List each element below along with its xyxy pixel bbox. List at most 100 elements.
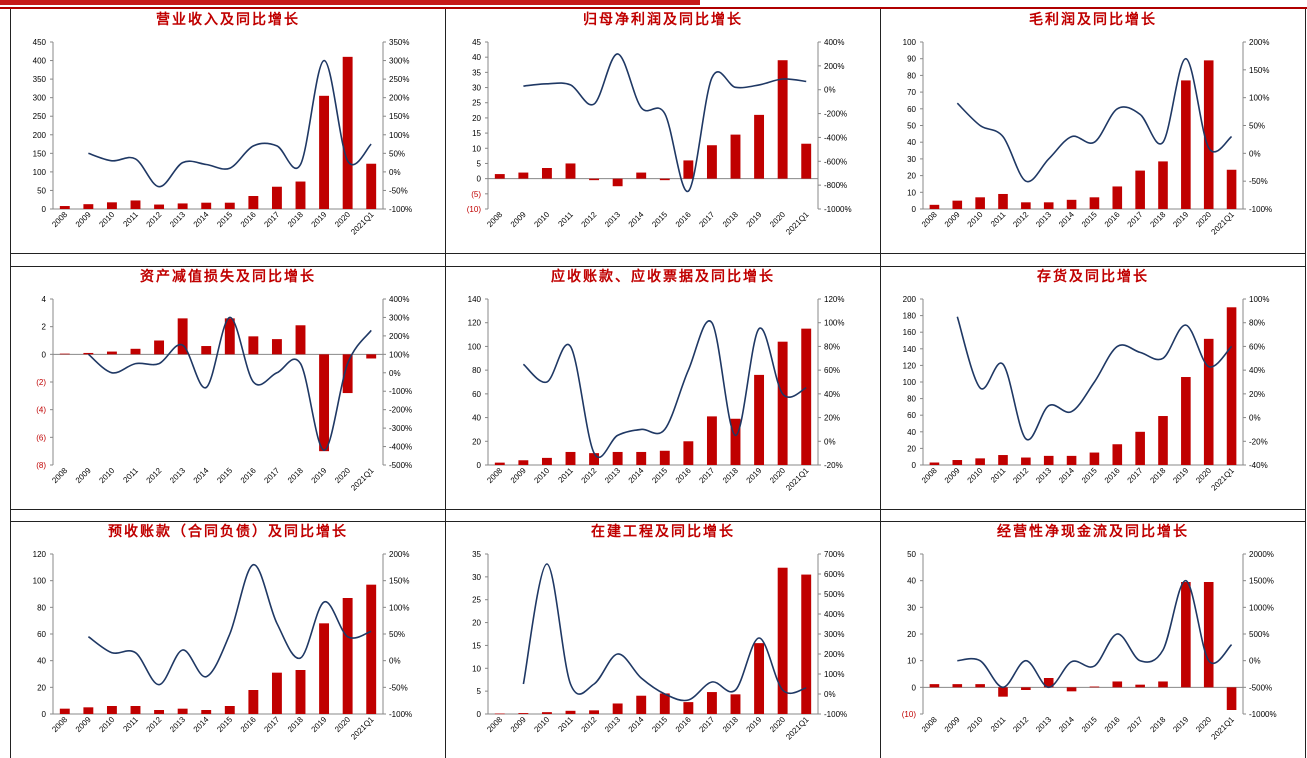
left-tick-label: 10 — [907, 657, 916, 666]
right-tick-label: 300% — [824, 630, 844, 639]
bar-2017 — [706, 145, 717, 179]
left-tick-label: 20 — [907, 630, 916, 639]
left-tick-label: 180 — [903, 312, 917, 321]
left-tick-label: 20 — [472, 437, 481, 446]
right-tick-label: -1000% — [1249, 710, 1277, 719]
category-label: 2019 — [745, 715, 764, 734]
bar-2016 — [248, 690, 259, 714]
bar-2017 — [1135, 431, 1145, 465]
bar-2018 — [730, 134, 741, 179]
category-label: 2009 — [509, 210, 528, 229]
bar-2008 — [59, 206, 70, 209]
right-tick-label: -500% — [1249, 683, 1272, 692]
right-tick-label: -400% — [389, 443, 412, 452]
left-tick-label: (5) — [471, 190, 481, 199]
left-tick-label: 40 — [37, 657, 46, 666]
category-label: 2018 — [1148, 466, 1167, 485]
right-tick-label: 120% — [824, 295, 844, 304]
left-tick-label: 20 — [472, 114, 481, 123]
left-tick-label: 2 — [42, 323, 47, 332]
left-tick-label: 0 — [477, 175, 482, 184]
category-label: 2016 — [1103, 715, 1122, 734]
right-tick-label: 0% — [1249, 149, 1261, 158]
left-tick-label: 450 — [33, 38, 47, 47]
bar-2018 — [295, 325, 306, 355]
growth-line — [522, 563, 807, 702]
category-label: 2018 — [286, 466, 305, 485]
category-label: 2010 — [532, 210, 551, 229]
bar-2020 — [342, 354, 353, 394]
bar-2011 — [565, 710, 576, 714]
category-label: 2016 — [239, 466, 258, 485]
left-tick-label: 40 — [907, 428, 916, 437]
category-label: 2015 — [650, 715, 669, 734]
right-tick-label: 2000% — [1249, 550, 1274, 559]
category-label: 2020 — [1194, 715, 1213, 734]
category-label: 2016 — [1103, 210, 1122, 229]
left-tick-label: 160 — [903, 328, 917, 337]
left-tick-label: 400 — [33, 57, 47, 66]
left-tick-label: 120 — [468, 319, 482, 328]
category-label: 2018 — [1148, 210, 1167, 229]
category-label: 2008 — [485, 210, 504, 229]
left-tick-label: 20 — [907, 444, 916, 453]
category-label: 2018 — [721, 210, 740, 229]
category-label: 2009 — [943, 210, 962, 229]
bar-2018 — [295, 670, 306, 714]
right-tick-label: -300% — [389, 424, 412, 433]
category-label: 2011 — [121, 466, 140, 485]
bar-2020 — [1203, 582, 1214, 688]
category-label: 2013 — [168, 210, 187, 229]
bar-2013 — [1043, 202, 1054, 209]
chart-svg: 0 5 10 15 20 25 30 35 -100% 0% 100% 200% 300% 400% 500… — [472, 550, 847, 742]
bar-2012 — [589, 453, 600, 465]
category-label: 2014 — [627, 210, 646, 229]
bar-2015 — [1089, 197, 1100, 209]
left-tick-label: 10 — [907, 188, 916, 197]
category-label: 2016 — [674, 466, 693, 485]
chart-panel-7: 预收账款（合同负债）及同比增长 0 20 40 60 80 100 120 -100% -50% 0… — [11, 522, 445, 758]
chart-title: 应收账款、应收票据及同比增长 — [551, 269, 775, 285]
right-tick-label: 1500% — [1249, 577, 1274, 586]
chart-title: 营业收入及同比增长 — [156, 12, 300, 28]
category-label: 2021Q1 — [784, 210, 811, 237]
category-label: 2008 — [485, 466, 504, 485]
bar-2008 — [59, 353, 70, 355]
bar-2015 — [224, 318, 235, 355]
bar-2014 — [1066, 199, 1077, 209]
chart-svg: (10) (5) 0 5 10 15 20 25 30 35 40 45 -1000% -800% -600… — [467, 38, 852, 237]
right-tick-label: 50% — [389, 630, 405, 639]
bar-2021Q1 — [366, 354, 377, 359]
left-tick-label: 80 — [472, 366, 481, 375]
bar-2014 — [1066, 455, 1077, 465]
bar-2014 — [201, 202, 212, 209]
bar-2016 — [248, 196, 259, 209]
bar-2013 — [177, 203, 188, 209]
bar-2019 — [754, 114, 765, 179]
grid-line-col-2 — [880, 9, 881, 758]
left-tick-label: 200 — [33, 131, 47, 140]
left-tick-label: 0 — [42, 350, 47, 359]
left-tick-label: 60 — [37, 630, 46, 639]
left-tick-label: 10 — [472, 144, 481, 153]
left-tick-label: 0 — [912, 205, 917, 214]
bar-2008 — [929, 462, 940, 465]
chart-title: 存货及同比增长 — [1037, 269, 1149, 285]
category-label: 2013 — [603, 210, 622, 229]
category-label: 2015 — [1080, 715, 1099, 734]
category-label: 2013 — [603, 466, 622, 485]
bar-2010 — [106, 351, 117, 355]
right-tick-label: -200% — [389, 406, 412, 415]
right-tick-label: 0% — [389, 369, 401, 378]
bar-2010 — [106, 202, 117, 209]
bar-2009 — [518, 713, 529, 714]
category-label: 2014 — [627, 715, 646, 734]
right-tick-label: -100% — [1249, 205, 1272, 214]
right-tick-label: 100% — [389, 350, 409, 359]
bar-2010 — [541, 168, 552, 179]
bar-2008 — [59, 708, 70, 714]
right-tick-label: 80% — [1249, 319, 1265, 328]
category-label: 2014 — [192, 466, 211, 485]
right-tick-label: -600% — [824, 157, 847, 166]
left-tick-label: 30 — [907, 155, 916, 164]
